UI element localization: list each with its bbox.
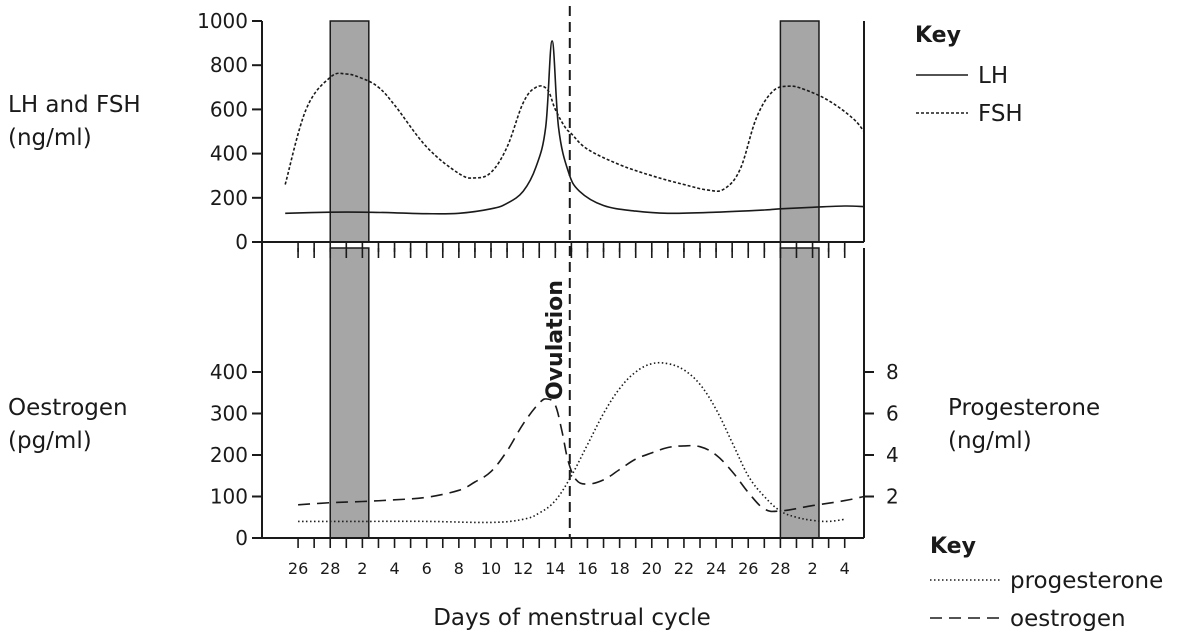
x-tick-label: 20 (642, 559, 662, 578)
x-tick-label: 4 (840, 559, 850, 578)
x-tick-label: 28 (770, 559, 790, 578)
lower-shade-band-1 (329, 247, 370, 539)
lower-ytick-label-200: 200 (210, 443, 248, 467)
series-line-lh (285, 40, 865, 215)
lower-ytick-label-300: 300 (210, 402, 248, 426)
lower-y2tick-label-6: 6 (886, 402, 899, 426)
lower-legend-title: Key (930, 534, 976, 559)
legend-oestrogen-label: oestrogen (1010, 606, 1126, 632)
x-tick-label: 26 (288, 559, 308, 578)
x-tick-label: 22 (674, 559, 694, 578)
x-tick-label: 26 (738, 559, 758, 578)
lower-shade-band-2 (779, 247, 820, 539)
x-tick-label: 14 (545, 559, 565, 578)
x-tick-label: 18 (609, 559, 629, 578)
x-tick-label: 16 (577, 559, 597, 578)
lower-y2tick-label-4: 4 (886, 443, 899, 467)
series-line-progesterone (298, 361, 845, 524)
lower-y2label-line2: (ng/ml) (948, 428, 1032, 454)
lower-y2tick-label-8: 8 (886, 360, 899, 384)
lower-series (298, 361, 865, 524)
legend-progesterone-label: progesterone (1010, 568, 1163, 594)
lower-ylabel-line1: Oestrogen (8, 395, 128, 421)
x-tick-label: 24 (706, 559, 726, 578)
upper-ylabel-line1: LH and FSH (8, 92, 141, 118)
x-tick-label: 10 (481, 559, 501, 578)
x-tick-label: 28 (320, 559, 340, 578)
upper-legend: Key LH FSH (915, 23, 1023, 127)
x-tick-label: 8 (454, 559, 464, 578)
upper-ytick-label-1000: 1000 (197, 9, 248, 33)
upper-shade-band-2 (779, 20, 820, 243)
upper-legend-title: Key (915, 23, 961, 48)
upper-ytick-label-600: 600 (210, 97, 248, 121)
series-line-fsh (284, 72, 865, 193)
x-tick-label: 12 (513, 559, 533, 578)
lower-legend: Key progesterone oestrogen (930, 534, 1163, 632)
legend-fsh-label: FSH (978, 101, 1023, 127)
lower-y2tick-label-2: 2 (886, 485, 899, 509)
lower-y2label-line1: Progesterone (948, 395, 1100, 421)
x-tick-label: 2 (807, 559, 817, 578)
upper-axes: 0 200 400 600 800 1000 (197, 9, 865, 538)
ovulation-label: Ovulation (543, 280, 568, 400)
lower-ytick-label-0: 0 (235, 526, 248, 550)
x-tick-label: 6 (422, 559, 432, 578)
upper-ytick-label-0: 0 (235, 230, 248, 254)
legend-lh-label: LH (978, 63, 1008, 89)
x-tick-label: 4 (389, 559, 399, 578)
lower-menstruation-shading (329, 247, 820, 539)
x-axis-label: Days of menstrual cycle (433, 605, 711, 631)
lower-ytick-label-400: 400 (210, 360, 248, 384)
lower-ytick-label-100: 100 (210, 485, 248, 509)
lower-ylabel-line2: (pg/ml) (8, 428, 92, 454)
upper-menstruation-shading (329, 20, 820, 243)
upper-ytick-label-400: 400 (210, 142, 248, 166)
upper-ylabel-line2: (ng/ml) (8, 125, 92, 151)
upper-ytick-label-800: 800 (210, 53, 248, 77)
upper-series (284, 40, 865, 215)
series-line-oestrogen (298, 398, 865, 513)
x-tick-label: 2 (357, 559, 367, 578)
ovulation-marker: Ovulation (543, 6, 571, 538)
upper-shade-band-1 (329, 20, 370, 243)
upper-ytick-label-200: 200 (210, 186, 248, 210)
upper-panel: 0 200 400 600 800 1000 LH and FSH (ng/ml) (8, 9, 865, 538)
